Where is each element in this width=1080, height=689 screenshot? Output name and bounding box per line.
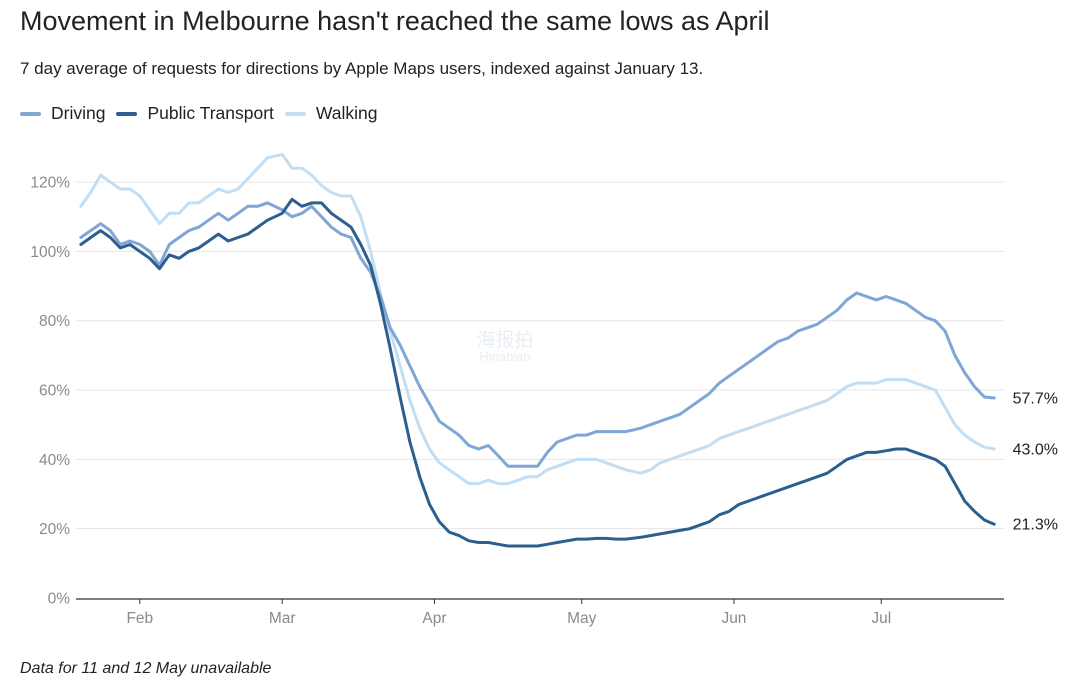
series-lines xyxy=(79,152,996,548)
legend-label-walking: Walking xyxy=(315,103,378,123)
y-tick-label-80: 80% xyxy=(39,313,70,330)
watermark-text-cn: 海报拍 xyxy=(476,329,533,351)
x-tick-label-feb: Feb xyxy=(126,610,153,627)
y-tick-label-60: 60% xyxy=(39,383,70,400)
x-tick-label-apr: Apr xyxy=(422,610,446,627)
end-label-public-transport: 21.3% xyxy=(1013,517,1058,534)
watermark-text-en: Hinabian xyxy=(479,349,530,364)
legend-item-public-transport: Public Transport xyxy=(116,103,274,124)
chart-subtitle: 7 day average of requests for directions… xyxy=(20,59,704,78)
legend-item-walking: Walking xyxy=(284,103,378,124)
legend-item-driving: Driving xyxy=(20,103,105,124)
legend-label-driving: Driving xyxy=(51,103,106,123)
series-line-walking xyxy=(79,152,996,486)
y-tick-label-0: 0% xyxy=(48,591,71,608)
end-label-walking: 43.0% xyxy=(1013,441,1058,458)
legend-swatch-driving xyxy=(20,111,41,116)
chart-legend: Driving Public Transport Walking xyxy=(20,103,389,124)
x-tick-label-may: May xyxy=(567,610,597,627)
end-labels: 57.7% 21.3% 43.0% xyxy=(1013,391,1058,534)
chart-footnote: Data for 11 and 12 May unavailable xyxy=(20,660,272,677)
series-line-driving xyxy=(79,201,996,468)
y-tick-label-40: 40% xyxy=(39,452,70,469)
x-tick-label-jul: Jul xyxy=(871,610,891,627)
watermark: 海报拍 Hinabian xyxy=(476,329,533,364)
legend-label-public-transport: Public Transport xyxy=(147,103,274,123)
end-label-driving: 57.7% xyxy=(1013,391,1058,408)
axes: 0% 20% 40% 60% 80% 100% 120% Feb Mar Apr May Jun Jul xyxy=(30,175,1004,627)
y-tick-label-100: 100% xyxy=(30,244,70,261)
legend-swatch-walking xyxy=(284,111,306,116)
chart-title: Movement in Melbourne hasn't reached the… xyxy=(20,6,770,36)
series-line-public-transport xyxy=(79,197,996,548)
legend-swatch-public-transport xyxy=(116,111,138,116)
y-tick-label-20: 20% xyxy=(39,521,70,538)
x-tick-label-mar: Mar xyxy=(269,610,296,627)
y-tick-label-120: 120% xyxy=(30,175,70,192)
x-tick-label-jun: Jun xyxy=(721,610,746,627)
